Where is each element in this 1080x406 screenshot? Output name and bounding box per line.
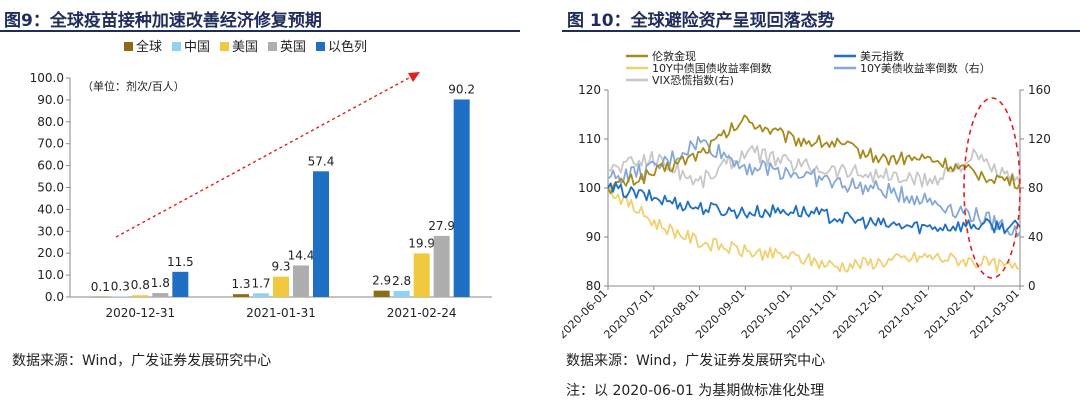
bar-legend-label: 英国 (280, 40, 306, 55)
safe-haven-line-chart: 8090100110120040801201602020-06-012020-0… (562, 49, 1051, 341)
bar-y-tick-label: 70.0 (37, 137, 64, 151)
bar-y-tick-label: 30.0 (37, 224, 64, 238)
usd-index-line (607, 182, 1021, 235)
line-right-tick-label: 160 (1028, 83, 1051, 97)
bar (112, 296, 129, 297)
bar (293, 265, 309, 297)
line-left-tick-label: 120 (578, 83, 601, 97)
bar-legend-swatch (124, 42, 133, 51)
bar-x-tick-label: 2020-12-31 (105, 306, 175, 320)
line-right-tick-label: 120 (1028, 132, 1051, 146)
left-chart-title: 图9：全球疫苗接种加速改善经济修复预期 (4, 11, 322, 31)
bar-legend-swatch (268, 42, 277, 51)
line-legend-label: 美元指数 (860, 49, 904, 63)
bar-legend-label: 中国 (184, 40, 210, 55)
bar-y-tick-label: 60.0 (37, 159, 64, 173)
bar-y-tick-label: 90.0 (37, 93, 64, 107)
gold-line (607, 114, 1021, 195)
bar-data-label: 1.7 (251, 276, 270, 290)
bar-data-label: 14.4 (288, 248, 315, 262)
bar-y-tick-label: 100.0 (30, 71, 64, 85)
trend-arrow-line (115, 75, 413, 238)
line-left-tick-label: 80 (586, 279, 601, 293)
bar (233, 294, 249, 297)
left-title-rule (0, 30, 520, 32)
highlight-ellipse (963, 97, 1021, 279)
bar-data-label: 27.9 (428, 219, 455, 233)
bar-legend-swatch (220, 42, 229, 51)
bar (313, 171, 329, 297)
bar-data-label: 19.9 (408, 236, 435, 250)
bar (273, 276, 289, 297)
bar-legend-label: 全球 (136, 39, 162, 55)
bar-data-label: 0.3 (111, 279, 130, 293)
bar-y-tick-label: 10.0 (37, 268, 64, 282)
line-right-tick-label: 80 (1028, 181, 1043, 195)
bar-legend-label: 美国 (232, 40, 258, 55)
line-legend-label: VIX恐慌指数(右) (652, 73, 734, 87)
bar-y-tick-label: 20.0 (37, 246, 64, 260)
vaccine-bar-chart: 0.0 10.0 20.0 30.0 40.0 50.0 60.0 70.0 80.0 90.0 1… (30, 39, 492, 320)
line-legend-label: 10Y美债收益率倒数（右） (860, 61, 991, 75)
right-title-rule (562, 30, 1080, 32)
bar-legend-swatch (316, 42, 325, 51)
bar-data-label: 1.3 (231, 277, 250, 291)
left-source: 数据来源：Wind，广发证券发展研究中心 (12, 353, 272, 369)
bar (453, 99, 470, 297)
right-note: 注：以 2020-06-01 为基期做标准化处理 (566, 383, 825, 399)
bar-data-label: 90.2 (448, 82, 475, 96)
bar-data-label: 1.8 (151, 276, 170, 290)
bar-legend-swatch (172, 42, 181, 51)
bar-y-tick-label: 40.0 (37, 202, 64, 216)
bar (253, 293, 269, 297)
bar (132, 295, 149, 297)
bar-x-tick-label: 2021-01-31 (246, 306, 316, 320)
bar (413, 253, 430, 297)
right-chart-title: 图 10：全球避险资产呈现回落态势 (567, 11, 835, 31)
right-source: 数据来源：Wind，广发证券发展研究中心 (566, 353, 826, 369)
bar (152, 293, 169, 297)
bar-data-label: 9.3 (271, 260, 290, 274)
bar-unit-label: （单位：剂次/百人） (82, 79, 185, 93)
line-legend-label: 10Y中债国债收益率倒数 (652, 61, 772, 75)
vix-line (607, 145, 1021, 189)
bar-x-tick-label: 2021-02-24 (387, 306, 457, 320)
bar-data-label: 0.1 (91, 280, 110, 294)
trend-arrow-head (408, 72, 420, 82)
line-left-tick-label: 100 (578, 181, 601, 195)
bar-y-tick-label: 80.0 (37, 115, 64, 129)
line-x-tick-label: 2021-03-01 (968, 287, 1022, 341)
line-right-tick-label: 40 (1028, 230, 1043, 244)
bar-data-label: 11.5 (167, 255, 194, 269)
line-legend-label: 伦敦金现 (652, 49, 696, 63)
bar (433, 235, 450, 297)
bar-data-label: 2.8 (392, 274, 411, 288)
us10y-inverse-line (607, 136, 1021, 238)
bar (393, 290, 410, 297)
cn10y-inverse-line (607, 186, 1021, 273)
bar-y-tick-label: 0.0 (45, 290, 64, 304)
line-right-tick-label: 0 (1028, 279, 1036, 293)
line-left-tick-label: 90 (586, 230, 601, 244)
bar (373, 290, 390, 297)
bar (92, 296, 109, 298)
bar-data-label: 57.4 (308, 154, 335, 168)
line-left-tick-label: 110 (578, 132, 601, 146)
bar-data-label: 2.9 (372, 274, 391, 288)
bar-data-label: 0.8 (131, 278, 150, 292)
bar (172, 271, 189, 297)
bar-y-tick-label: 50.0 (37, 181, 64, 195)
bar-legend-label: 以色列 (328, 39, 367, 55)
